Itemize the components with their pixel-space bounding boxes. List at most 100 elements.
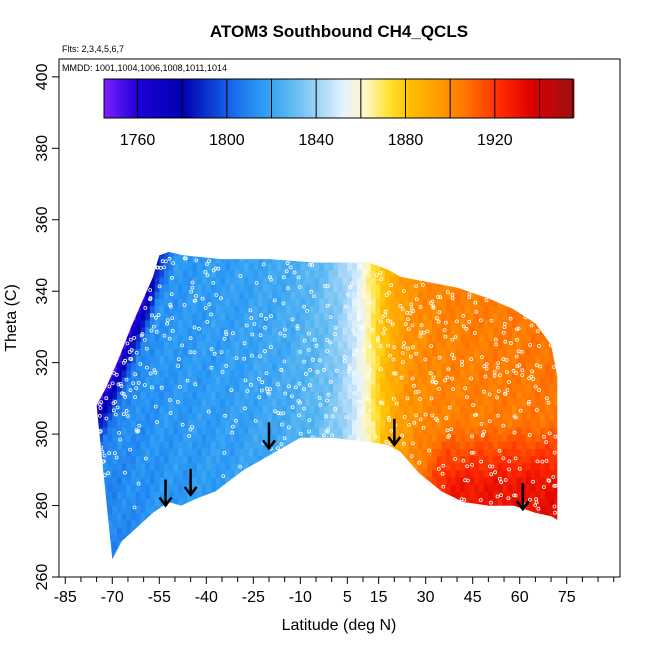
heatmap-cell bbox=[394, 319, 400, 328]
heatmap-cell bbox=[540, 334, 546, 342]
heatmap-cell bbox=[337, 505, 344, 514]
heatmap-cell bbox=[121, 334, 127, 342]
heatmap-cell bbox=[211, 269, 217, 278]
heatmap-cell bbox=[163, 334, 170, 342]
heatmap-cell bbox=[258, 298, 264, 307]
heatmap-cell bbox=[281, 462, 287, 471]
heatmap-cell bbox=[540, 469, 546, 478]
heatmap-cell bbox=[370, 412, 377, 421]
heatmap-cell bbox=[488, 334, 494, 342]
observation-point bbox=[526, 401, 531, 406]
heatmap-cell bbox=[196, 362, 203, 371]
heatmap-cell bbox=[352, 384, 358, 392]
heatmap-cell bbox=[413, 276, 419, 285]
heatmap-cell bbox=[243, 305, 250, 314]
heatmap-cell bbox=[431, 341, 438, 349]
heatmap-cell bbox=[263, 563, 268, 571]
heatmap-cell bbox=[206, 476, 212, 485]
heatmap-cell bbox=[356, 291, 363, 299]
heatmap-cell bbox=[319, 241, 324, 249]
heatmap-cell bbox=[258, 519, 264, 528]
heatmap-cell bbox=[483, 262, 489, 271]
heatmap-cell bbox=[314, 505, 320, 514]
heatmap-cell bbox=[116, 462, 123, 471]
heatmap-cell bbox=[309, 548, 316, 557]
heatmap-cell bbox=[96, 312, 99, 321]
heatmap-cell bbox=[211, 563, 216, 571]
heatmap-cell bbox=[168, 548, 174, 557]
heatmap-cell bbox=[220, 491, 226, 499]
heatmap-cell bbox=[488, 262, 494, 271]
heatmap-cell bbox=[173, 269, 179, 278]
heatmap-cell bbox=[234, 391, 240, 399]
heatmap-cell bbox=[497, 462, 504, 471]
heatmap-cell bbox=[399, 412, 405, 421]
heatmap-cell bbox=[394, 376, 400, 385]
heatmap-cell bbox=[427, 334, 433, 342]
heatmap-cell bbox=[554, 341, 558, 349]
heatmap-cell bbox=[300, 541, 306, 550]
heatmap-cell bbox=[366, 419, 372, 428]
heatmap-cell bbox=[521, 534, 527, 542]
observation-point bbox=[445, 428, 450, 433]
observation-point bbox=[133, 395, 137, 400]
heatmap-cell bbox=[408, 376, 414, 385]
heatmap-cell bbox=[474, 455, 480, 464]
heatmap-cell bbox=[478, 519, 485, 528]
heatmap-cell bbox=[366, 448, 372, 457]
heatmap-cell bbox=[206, 548, 212, 557]
heatmap-cell bbox=[493, 476, 499, 485]
heatmap-cell bbox=[521, 391, 527, 399]
heatmap-cell bbox=[333, 348, 339, 357]
heatmap-cell bbox=[206, 434, 212, 442]
heatmap-cell bbox=[375, 541, 381, 550]
heatmap-cell bbox=[525, 355, 532, 364]
heatmap-cell bbox=[309, 269, 316, 278]
heatmap-cell bbox=[102, 355, 109, 364]
heatmap-cell bbox=[295, 548, 301, 557]
observation-point bbox=[323, 283, 327, 288]
heatmap-cell bbox=[230, 563, 235, 571]
heatmap-cell bbox=[187, 455, 193, 464]
heatmap-cell bbox=[234, 369, 240, 378]
heatmap-cell bbox=[366, 526, 372, 535]
heatmap-cell bbox=[196, 419, 203, 428]
heatmap-cell bbox=[483, 298, 489, 307]
heatmap-cell bbox=[361, 555, 367, 560]
heatmap-cell bbox=[107, 269, 113, 278]
heatmap-cell bbox=[384, 291, 391, 299]
heatmap-cell bbox=[239, 426, 245, 435]
heatmap-cell bbox=[441, 284, 447, 292]
heatmap-cell bbox=[516, 555, 522, 560]
observation-point bbox=[362, 294, 366, 299]
heatmap-cell bbox=[333, 484, 339, 492]
heatmap-cell bbox=[403, 362, 410, 371]
observation-point bbox=[387, 418, 392, 423]
heatmap-cell bbox=[121, 526, 127, 535]
heatmap-cell bbox=[276, 519, 283, 528]
heatmap-cell bbox=[309, 355, 316, 364]
observation-point bbox=[326, 392, 331, 397]
observation-point bbox=[469, 357, 474, 362]
heatmap-cell bbox=[305, 462, 311, 471]
heatmap-cell bbox=[107, 455, 113, 464]
heatmap-cell bbox=[502, 398, 508, 407]
heatmap-cell bbox=[309, 476, 316, 485]
heatmap-cell bbox=[286, 563, 291, 571]
heatmap-cell bbox=[116, 555, 123, 560]
heatmap-cell bbox=[173, 348, 179, 357]
heatmap-cell bbox=[384, 369, 391, 378]
heatmap-cell bbox=[389, 476, 395, 485]
heatmap-cell bbox=[559, 277, 564, 285]
heatmap-cell bbox=[408, 434, 414, 442]
heatmap-cell bbox=[211, 298, 217, 307]
heatmap-cell bbox=[178, 476, 184, 485]
heatmap-cell bbox=[549, 476, 555, 485]
heatmap-cell bbox=[112, 291, 118, 299]
heatmap-cell bbox=[450, 362, 457, 371]
heatmap-cell bbox=[121, 412, 127, 421]
heatmap-cell bbox=[530, 434, 536, 442]
heatmap-cell bbox=[342, 441, 348, 449]
heatmap-cell bbox=[342, 334, 348, 342]
heatmap-cell bbox=[229, 555, 236, 560]
